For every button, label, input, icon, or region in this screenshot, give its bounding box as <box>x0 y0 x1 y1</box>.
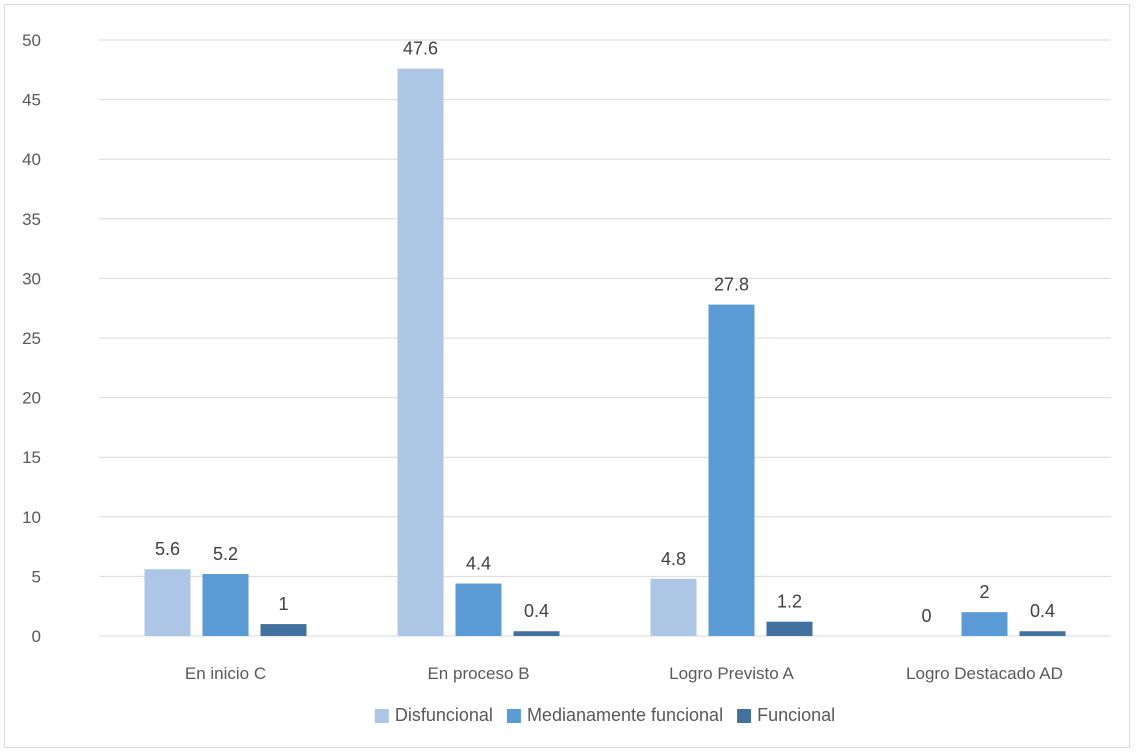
bar <box>650 578 697 636</box>
bar <box>397 68 444 636</box>
y-tick-label: 20 <box>22 389 41 408</box>
y-tick-label: 15 <box>22 448 41 467</box>
y-tick-label: 45 <box>22 91 41 110</box>
legend-item: Medianamente funcional <box>506 705 723 725</box>
legend-label: Medianamente funcional <box>527 705 723 725</box>
data-label: 1 <box>278 594 288 614</box>
bar <box>202 574 249 636</box>
data-label: 4.4 <box>466 554 491 574</box>
legend-label: Disfuncional <box>395 705 493 725</box>
x-tick-label: En inicio C <box>185 664 266 683</box>
x-tick-label: Logro Destacado AD <box>906 664 1063 683</box>
legend-swatch <box>506 709 521 723</box>
data-label: 4.8 <box>661 549 686 569</box>
data-label: 0.4 <box>1030 601 1055 621</box>
bar <box>455 583 502 636</box>
y-tick-label: 0 <box>32 627 41 646</box>
data-label: 2 <box>979 582 989 602</box>
legend: Disfuncional Medianamente funcional Funcio… <box>374 705 835 725</box>
legend-swatch <box>374 709 389 723</box>
legend-item: Funcional <box>737 705 835 725</box>
chart-frame: 0 5 10 15 20 25 30 35 40 45 50 5.6 5.2 1 47.6 4.4 0.4 4.… <box>4 4 1130 748</box>
data-labels: 5.6 5.2 1 47.6 4.4 0.4 4.8 27.8 1.2 0 2 0.4 <box>155 39 1055 626</box>
x-tick-label: En proceso B <box>427 664 529 683</box>
y-axis-ticks: 0 5 10 15 20 25 30 35 40 45 50 <box>22 31 41 646</box>
data-label: 0.4 <box>524 601 549 621</box>
y-tick-label: 10 <box>22 508 41 527</box>
legend-label: Funcional <box>757 705 835 725</box>
gridlines <box>99 39 1111 637</box>
data-label: 1.2 <box>777 592 802 612</box>
bar <box>1019 631 1066 636</box>
legend-item: Disfuncional <box>374 705 493 725</box>
data-label: 5.6 <box>155 539 180 559</box>
bar <box>961 612 1008 636</box>
y-tick-label: 50 <box>22 31 41 50</box>
legend-swatch <box>737 709 752 723</box>
bar <box>708 304 755 636</box>
data-label: 47.6 <box>403 39 438 59</box>
y-tick-label: 25 <box>22 329 41 348</box>
y-tick-label: 40 <box>22 150 41 169</box>
bar <box>260 624 307 636</box>
bar <box>766 621 813 636</box>
bar <box>513 631 560 636</box>
data-label: 27.8 <box>714 275 749 295</box>
y-tick-label: 30 <box>22 269 41 288</box>
y-tick-label: 35 <box>22 210 41 229</box>
bar <box>144 569 191 636</box>
x-tick-label: Logro Previsto A <box>669 664 794 683</box>
bars <box>144 68 1066 636</box>
data-label: 5.2 <box>213 544 238 564</box>
data-label: 0 <box>921 606 931 626</box>
y-tick-label: 5 <box>32 567 41 586</box>
x-axis-ticks: En inicio C En proceso B Logro Previsto A L… <box>185 664 1063 683</box>
